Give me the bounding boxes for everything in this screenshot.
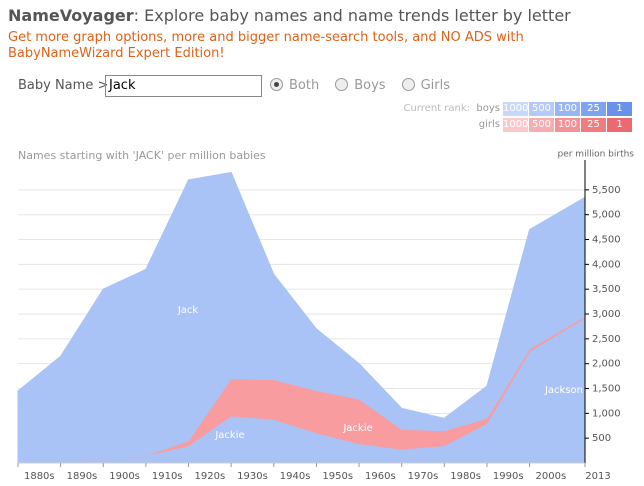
name-input[interactable]: Jack <box>105 75 262 97</box>
rank-row-label: boys <box>476 103 500 114</box>
rank-box: 1000 <box>503 118 529 132</box>
promo-link[interactable]: Get more graph options, more and bigger … <box>8 30 524 61</box>
y-tick-label: 2,000 <box>592 359 621 370</box>
gender-option[interactable]: Boys <box>335 78 386 93</box>
header: NameVoyager: Explore baby names and name… <box>8 6 571 25</box>
y-tick-label: 2,500 <box>592 334 621 345</box>
rank-row: boys 1000 500 100 25 1 <box>470 102 632 118</box>
x-tick-label: 1940s <box>280 471 311 482</box>
series-label: Jackie <box>342 423 372 434</box>
y-tick-label: 4,000 <box>592 259 621 270</box>
rank-row: girls 1000 500 100 25 1 <box>470 118 632 134</box>
rank-legend: boys 1000 500 100 25 1 girls 1000 500 100 25 1 <box>470 102 632 134</box>
rank-box: 100 <box>555 118 580 132</box>
rank-box: 25 <box>581 102 606 116</box>
y-tick-label: 1,500 <box>592 384 621 395</box>
rank-box: 500 <box>529 102 554 116</box>
series-label: Jackson <box>544 385 583 396</box>
x-tick-label: 1880s <box>24 471 55 482</box>
y-tick-label: 3,000 <box>592 309 621 320</box>
y-tick-label: 3,500 <box>592 284 621 295</box>
x-tick-label: 1950s <box>322 471 353 482</box>
rank-box: 25 <box>581 118 606 132</box>
radio-button[interactable] <box>335 78 349 91</box>
rank-row-label: girls <box>478 119 500 130</box>
gender-option[interactable]: Girls <box>401 78 450 93</box>
x-tick-label: 1890s <box>67 471 98 482</box>
y-tick-label: 4,500 <box>592 235 621 246</box>
radio-button[interactable] <box>270 78 283 91</box>
rank-label: Current rank: <box>403 103 470 114</box>
gender-options: Both Boys Girls <box>270 78 466 93</box>
x-tick-label: 1990s <box>493 471 524 482</box>
x-tick-label: 1920s <box>195 471 226 482</box>
y-axis-label: per million births <box>558 150 635 160</box>
app-subtitle: : Explore baby names and name trends let… <box>133 6 571 25</box>
gender-option[interactable]: Both <box>270 78 319 93</box>
rank-box: 100 <box>555 102 580 116</box>
x-tick-label: 1900s <box>109 471 140 482</box>
app-title: NameVoyager <box>8 6 134 25</box>
search-label: Baby Name > <box>18 78 109 93</box>
rank-box: 1 <box>607 102 632 116</box>
chart-title: Names starting with 'JACK' per million b… <box>18 149 266 162</box>
series-label: Jackie <box>214 430 244 441</box>
x-tick-label: 1970s <box>408 471 439 482</box>
x-tick-label: 1930s <box>237 471 268 482</box>
radio-button[interactable] <box>401 78 415 91</box>
x-tick-label: 2000s <box>536 471 567 482</box>
option-label: Boys <box>354 78 386 93</box>
x-tick-label: 1980s <box>450 471 481 482</box>
x-tick-label: 2013 <box>585 471 610 482</box>
x-tick-label: 1960s <box>365 471 396 482</box>
y-tick-label: 5,500 <box>592 185 621 196</box>
y-tick-label: 5,000 <box>592 210 621 221</box>
chart: Names starting with 'JACK' per million b… <box>17 149 635 482</box>
rank-box: 500 <box>529 118 554 132</box>
series-label: Jack <box>177 305 199 316</box>
rank-box: 1 <box>607 118 632 132</box>
x-tick-label: 1910s <box>152 471 183 482</box>
y-tick-label: 1,000 <box>592 408 621 419</box>
y-tick-label: 500 <box>592 433 611 444</box>
option-label: Girls <box>420 78 450 93</box>
rank-box: 1000 <box>503 102 529 116</box>
option-label: Both <box>289 78 320 93</box>
